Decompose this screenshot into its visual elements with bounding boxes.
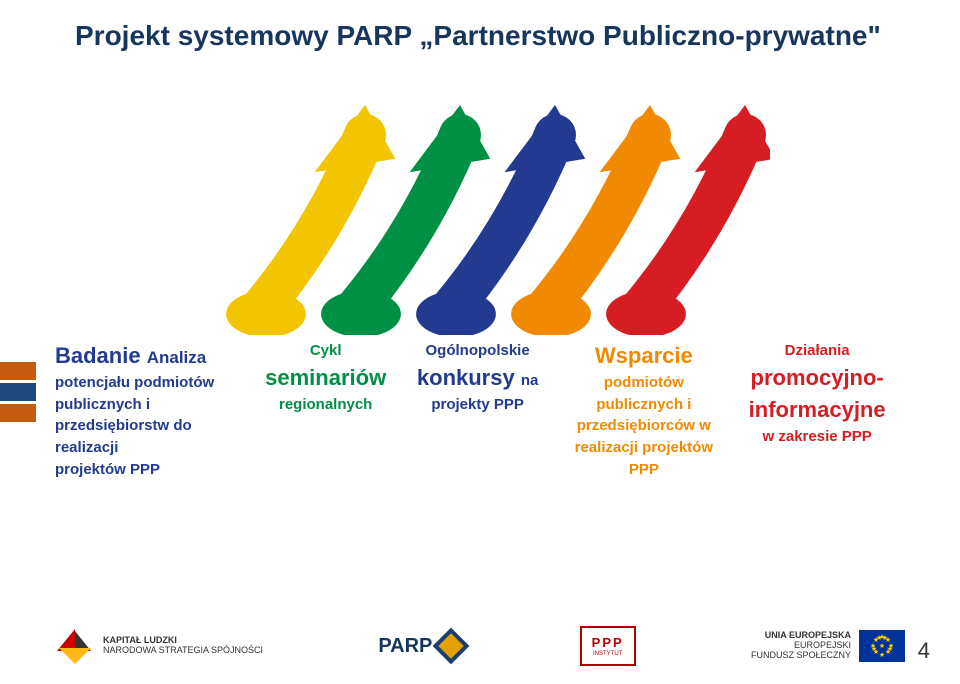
ppp-instytut-logo: PPP INSTYTUT [580,626,636,666]
col-line: informacyjne [729,394,905,426]
kapital-ludzki-logo: KAPITAŁ LUDZKI NARODOWA STRATEGIA SPÓJNO… [55,626,263,666]
page-number: 4 [918,638,930,664]
accent-bar [0,383,36,401]
col-line: realizacji projektów [558,437,729,459]
col-line: publicznych i [55,394,254,416]
col-line: przedsiębiorstw do realizacji [55,415,254,459]
footer: KAPITAŁ LUDZKI NARODOWA STRATEGIA SPÓJNO… [55,626,905,666]
accent-bar [0,362,36,380]
col-line: konkursy na [397,362,558,394]
page-title: Projekt systemowy PARP „Partnerstwo Publ… [75,20,881,52]
col-line: publicznych i [558,394,729,416]
accent-bar [0,404,36,422]
info-columns: Badanie Analiza potencjału podmiotów pub… [55,340,905,481]
col-line: PPP [558,459,729,481]
arrows-graphic [210,60,770,335]
col-line: potencjału podmiotów [55,372,254,394]
col-line: Działania [729,340,905,362]
col-line: projekty PPP [397,394,558,416]
col-line: w zakresie PPP [729,426,905,448]
col-line: regionalnych [254,394,396,416]
eu-logo: UNIA EUROPEJSKA EUROPEJSKI FUNDUSZ SPOŁE… [751,630,905,662]
col-badanie: Badanie Analiza potencjału podmiotów pub… [55,340,254,481]
accent-bars [0,362,36,422]
col-konkursy: Ogólnopolskie konkursy na projekty PPP [397,340,558,415]
parp-icon [433,628,470,665]
col-line: Wsparcie [558,340,729,372]
col-line: podmiotów [558,372,729,394]
eu-flag-icon [859,630,905,662]
col-line: promocyjno- [729,362,905,394]
col-seminaria: Cykl seminariów regionalnych [254,340,396,415]
col-line: Cykl [254,340,396,362]
col-wsparcie: Wsparcie podmiotów publicznych i przedsi… [558,340,729,481]
col-line: projektów PPP [55,459,254,481]
parp-logo: PARP [378,633,464,659]
kapital-text: KAPITAŁ LUDZKI NARODOWA STRATEGIA SPÓJNO… [103,636,263,656]
col-line: Ogólnopolskie [397,340,558,362]
col-line: Badanie Analiza [55,340,254,372]
kapital-icon [55,626,95,666]
col-promocja: Działania promocyjno- informacyjne w zak… [729,340,905,447]
col-line: seminariów [254,362,396,394]
col-line: przedsiębiorców w [558,415,729,437]
eu-text: UNIA EUROPEJSKA EUROPEJSKI FUNDUSZ SPOŁE… [751,631,851,661]
